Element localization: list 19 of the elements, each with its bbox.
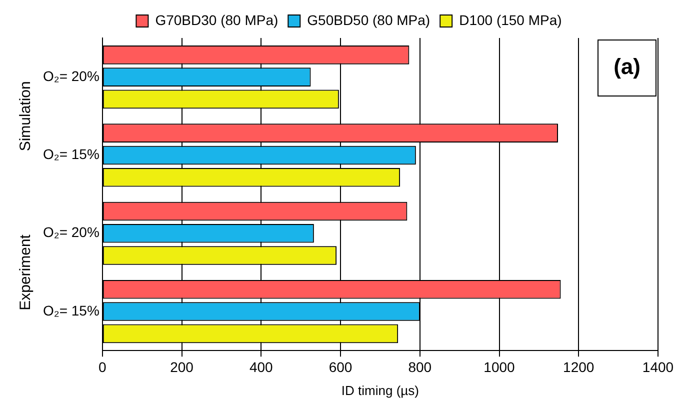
y-tick-label: O₂= 20% <box>42 68 100 84</box>
text: Simulation <box>17 81 34 152</box>
x-tick-label: 800 <box>408 358 432 375</box>
x-tick-label: 1400 <box>642 358 674 375</box>
x-tick-label: 0 <box>98 358 107 375</box>
legend-label: G70BD30 (80 MPa) <box>155 12 278 28</box>
annotation: (a) <box>614 54 640 80</box>
x-tick-label: 400 <box>249 358 274 375</box>
y-tick-label: O₂= 15% <box>42 302 100 318</box>
x-axis-title: ID timing (µs) <box>341 382 419 398</box>
x-tick-label: 200 <box>170 358 194 375</box>
y-tick-label: O₂= 15% <box>42 146 100 162</box>
y-tick-label: O₂= 20% <box>42 224 100 240</box>
x-tick-label: 600 <box>328 358 352 375</box>
x-tick-label: 1200 <box>563 358 594 375</box>
legend-label: G50BD50 (80 MPa) <box>307 12 430 28</box>
legend-label: D100 (150 MPa) <box>459 12 562 28</box>
text: Experiment <box>17 234 34 310</box>
x-tick-label: 1000 <box>484 358 516 375</box>
